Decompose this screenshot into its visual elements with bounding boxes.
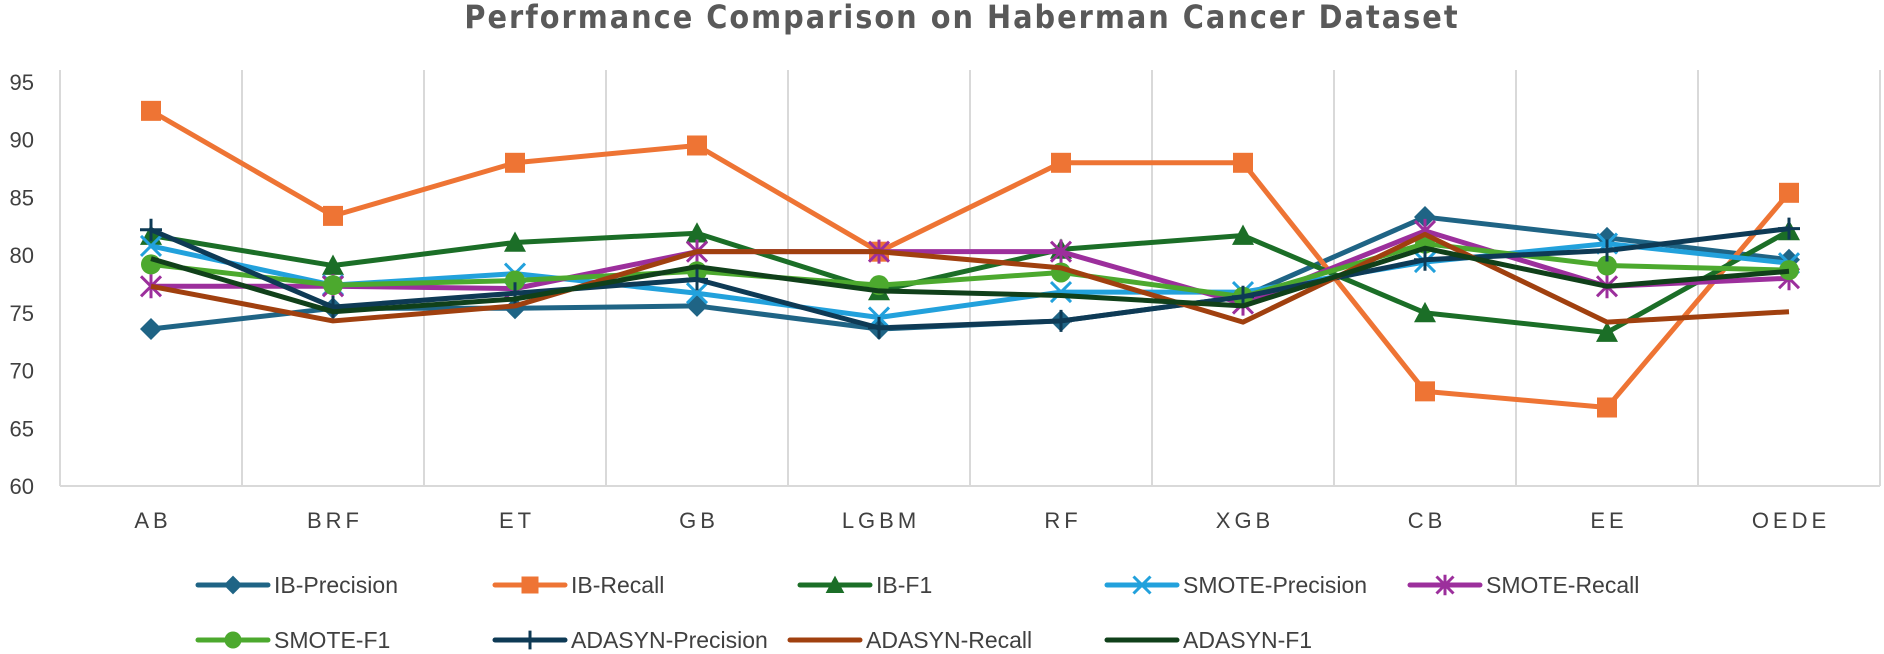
legend-label: IB-Recall	[571, 572, 664, 598]
legend-item: ADASYN-Recall	[787, 627, 1032, 653]
legend-label: SMOTE-F1	[274, 627, 390, 653]
circle-marker	[1597, 255, 1617, 276]
x-marker	[685, 282, 709, 305]
legend-label: SMOTE-Precision	[1183, 572, 1367, 598]
series-line	[150, 231, 1790, 325]
asterisk-marker	[1049, 239, 1073, 264]
x-marker	[139, 234, 163, 257]
y-tick-label: 75	[10, 301, 34, 326]
x-tick-label: LGBM	[842, 508, 920, 533]
square-marker	[505, 152, 525, 173]
asterisk-marker	[1435, 574, 1455, 596]
series-line	[150, 226, 1790, 331]
triangle-marker	[322, 254, 344, 275]
plus-marker	[868, 316, 890, 339]
x-tick-label: GB	[679, 508, 719, 533]
x-tick-label: XGB	[1216, 508, 1274, 533]
diamond-marker	[223, 575, 243, 595]
y-axis: 60 65 70 75 80 85 90 95	[10, 70, 34, 499]
x-tick-label: RF	[1044, 508, 1081, 533]
x-axis: AB BRF ET GB LGBM RF XGB CB EE OEDE	[134, 508, 1830, 533]
x-tick-label: CB	[1408, 508, 1447, 533]
square-marker	[141, 100, 161, 121]
square-marker	[1233, 152, 1253, 173]
y-tick-label: 70	[10, 359, 34, 384]
legend-item: SMOTE-F1	[195, 627, 390, 653]
square-marker	[1415, 381, 1435, 402]
triangle-marker	[1232, 224, 1254, 245]
x-tick-label: ET	[499, 508, 535, 533]
plus-marker	[1050, 309, 1072, 332]
plus-marker	[520, 630, 540, 650]
triangle-marker	[1414, 301, 1436, 323]
x-marker	[1049, 281, 1073, 304]
x-tick-label: EE	[1590, 508, 1627, 533]
legend: IB-Precision IB-Recall IB-F1 SMOTE-Precisio…	[195, 572, 1639, 653]
series-layer	[139, 100, 1801, 418]
legend-label: IB-Precision	[274, 572, 398, 598]
circle-marker	[323, 275, 343, 296]
plus-marker	[140, 218, 162, 241]
y-tick-label: 90	[10, 128, 34, 153]
plus-marker	[686, 268, 708, 291]
y-tick-label: 65	[10, 416, 34, 441]
triangle-marker	[504, 231, 526, 252]
x-tick-label: AB	[134, 508, 171, 533]
diamond-marker	[1414, 206, 1436, 229]
triangle-marker	[1596, 321, 1618, 342]
series-line	[149, 108, 1791, 411]
series-ib-f1	[140, 219, 1800, 342]
triangle-marker	[825, 575, 845, 593]
legend-item: SMOTE-Precision	[1104, 572, 1367, 598]
circle-marker	[141, 254, 161, 275]
legend-item: IB-Precision	[195, 572, 398, 598]
series-line	[150, 245, 1790, 315]
legend-label: ADASYN-Recall	[866, 627, 1032, 653]
triangle-marker	[686, 222, 708, 243]
square-marker	[1597, 397, 1617, 418]
legend-item: IB-F1	[797, 572, 932, 598]
legend-label: ADASYN-F1	[1183, 627, 1312, 653]
legend-item: ADASYN-F1	[1104, 627, 1312, 653]
chart-title: Performance Comparison on Haberman Cance…	[464, 0, 1459, 36]
y-tick-label: 60	[10, 474, 34, 499]
square-marker	[323, 205, 343, 226]
y-tick-label: 85	[10, 185, 34, 210]
plus-marker	[1414, 248, 1436, 271]
legend-item: ADASYN-Precision	[492, 627, 768, 653]
y-tick-label: 95	[10, 70, 34, 95]
legend-label: SMOTE-Recall	[1486, 572, 1639, 598]
x-marker	[1132, 575, 1152, 595]
legend-label: IB-F1	[876, 572, 932, 598]
circle-marker	[224, 631, 242, 649]
square-marker	[1779, 182, 1799, 203]
legend-label: ADASYN-Precision	[571, 627, 768, 653]
diamond-marker	[686, 294, 708, 317]
y-tick-label: 80	[10, 243, 34, 268]
x-tick-label: BRF	[307, 508, 363, 533]
x-tick-label: OEDE	[1752, 508, 1830, 533]
plus-marker	[1778, 217, 1800, 240]
circle-marker	[1779, 260, 1799, 281]
legend-item: SMOTE-Recall	[1407, 572, 1639, 598]
square-marker	[521, 576, 539, 594]
square-marker	[687, 135, 707, 156]
circle-marker	[505, 270, 525, 291]
diamond-marker	[140, 318, 162, 341]
series-adasyn-recall	[150, 231, 1790, 325]
legend-item: IB-Recall	[492, 572, 664, 598]
plus-marker	[1596, 239, 1618, 262]
series-adasyn-f1	[150, 245, 1790, 315]
series-line	[151, 228, 1790, 307]
series-line	[150, 228, 1791, 335]
square-marker	[1051, 152, 1071, 173]
